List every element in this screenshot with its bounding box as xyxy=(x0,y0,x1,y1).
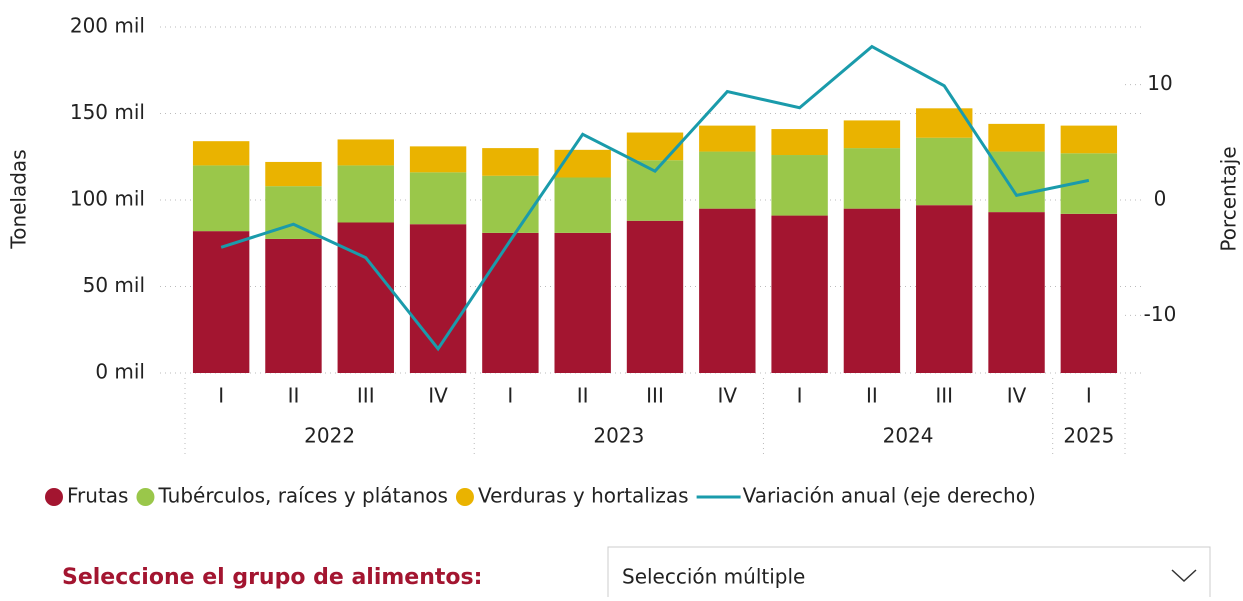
bar-segment xyxy=(699,125,756,152)
y-tick-label: 200 mil xyxy=(70,14,145,38)
x-tick-label: III xyxy=(935,384,953,408)
x-tick-label: IV xyxy=(1007,384,1027,408)
bar-segment xyxy=(916,205,973,373)
bar-segment xyxy=(337,139,394,166)
bar-segment xyxy=(916,108,973,138)
y-tick-label: 50 mil xyxy=(83,273,145,297)
legend-marker xyxy=(45,488,63,506)
y2-axis-title: Porcentaje xyxy=(1217,146,1241,251)
dropdown-chevron xyxy=(1171,569,1197,583)
y-axis-title: Toneladas xyxy=(7,149,31,249)
bar-segment xyxy=(409,172,467,225)
x-tick-label: II xyxy=(866,384,878,408)
x-tick-label: IV xyxy=(428,384,448,408)
bar-segment xyxy=(771,215,828,373)
bar-segment xyxy=(626,220,684,373)
x-group-label: 2023 xyxy=(593,424,644,448)
legend-marker xyxy=(136,488,155,506)
x-group-label: 2022 xyxy=(304,424,355,448)
bar-segment xyxy=(554,232,611,373)
bar-segment xyxy=(192,231,250,373)
bar-segment xyxy=(1060,125,1118,154)
bar-segment xyxy=(843,120,901,149)
bar-segment xyxy=(337,222,394,373)
bar-segment xyxy=(699,208,756,373)
x-tick-label: III xyxy=(646,384,664,408)
x-tick-label: II xyxy=(288,384,300,408)
y-tick-label: 0 mil xyxy=(95,360,145,384)
x-tick-label: III xyxy=(357,384,375,408)
line xyxy=(220,44,1090,352)
bar-segment xyxy=(482,175,539,233)
y-tick-label: 150 mil xyxy=(70,100,145,124)
bar-segment xyxy=(482,232,539,373)
x-tick-label: I xyxy=(218,384,224,408)
bar-segment xyxy=(988,212,1045,373)
bar-segment xyxy=(265,238,322,373)
y-tick-label: 100 mil xyxy=(70,187,145,211)
x-group-label: 2025 xyxy=(1063,424,1114,448)
bar-segment xyxy=(771,155,828,216)
bar-segment xyxy=(482,148,539,176)
bar-segment xyxy=(192,141,250,166)
bar-segment xyxy=(771,129,828,156)
slicer-label: Seleccione el grupo de alimentos: xyxy=(62,565,482,590)
bar-segment xyxy=(843,148,901,209)
legend-label: Frutas xyxy=(67,484,128,508)
bar-segment xyxy=(192,165,250,232)
bar-segment xyxy=(554,177,611,233)
bar-segment xyxy=(337,165,394,223)
bar-segment xyxy=(265,161,322,187)
legend-marker xyxy=(455,488,474,506)
x-tick-label: I xyxy=(1086,384,1092,408)
x-tick-label: I xyxy=(507,384,513,408)
x-tick-label: IV xyxy=(718,384,738,408)
x-group-label: 2024 xyxy=(883,424,934,448)
y2-tick-label: 10 xyxy=(1147,71,1172,95)
bar-segment xyxy=(843,208,901,373)
bar-segment xyxy=(988,123,1045,152)
x-tick-label: I xyxy=(797,384,803,408)
y2-tick-label: 0 xyxy=(1154,187,1167,211)
slicer-value: Selección múltiple xyxy=(622,565,805,589)
bar-segment xyxy=(699,151,756,209)
x-tick-label: II xyxy=(577,384,589,408)
bar-segment xyxy=(626,132,684,161)
bar-segment xyxy=(1060,213,1118,373)
legend-label: Verduras y hortalizas xyxy=(478,484,689,508)
y2-tick-label: -10 xyxy=(1144,302,1177,326)
bar-segment xyxy=(409,146,467,173)
legend-label: Variación anual (eje derecho) xyxy=(743,484,1036,508)
legend-label: Tubérculos, raíces y plátanos xyxy=(157,484,447,508)
slicer-dropdown[interactable] xyxy=(607,546,1211,601)
bar-segment xyxy=(916,137,973,206)
bar-segment xyxy=(988,151,1045,213)
